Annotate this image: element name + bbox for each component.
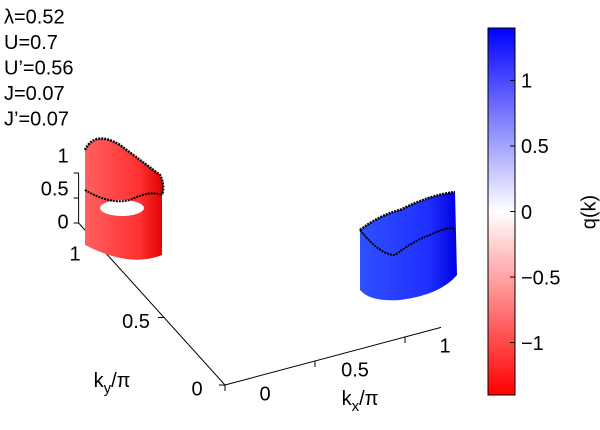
y-tick-label: 0 xyxy=(191,378,202,400)
y-axis-label-tail: /π xyxy=(111,370,130,392)
annotation: U’=0.56 xyxy=(4,57,74,79)
y-axis-label-sub: y xyxy=(104,380,112,397)
annotation: J=0.07 xyxy=(4,83,65,105)
y-axis-label-base: k xyxy=(94,370,105,392)
y-tick-label: 0.5 xyxy=(122,311,150,333)
red-surface xyxy=(83,137,165,260)
colorbar-tick-label: 0 xyxy=(521,202,532,224)
x-axis-label-base: k xyxy=(342,388,353,410)
y-axis-label: ky/π xyxy=(94,370,131,397)
annotations: λ=0.52 U=0.7 U’=0.56 J=0.07 J’=0.07 xyxy=(4,6,74,130)
x-axis-label-tail: /π xyxy=(359,388,378,410)
colorbar-tick-label: 1 xyxy=(521,71,532,93)
x-tick-label: 0 xyxy=(259,383,270,405)
annotation: U=0.7 xyxy=(4,32,58,54)
y-tick-label: 1 xyxy=(69,243,80,265)
x-tick-label: 1 xyxy=(439,335,450,357)
annotation: λ=0.52 xyxy=(4,6,65,28)
x-tick-label: 0.5 xyxy=(341,359,369,381)
x-axis xyxy=(224,326,442,386)
z-tick-label: 0.5 xyxy=(41,178,69,200)
annotation: J’=0.07 xyxy=(4,108,69,130)
x-axis-label-sub: x xyxy=(352,398,360,415)
colorbar-tick-label: 0.5 xyxy=(521,136,549,158)
z-tick-label: 0 xyxy=(57,211,68,233)
colorbar-tick-label: −1 xyxy=(521,333,544,355)
blue-surface xyxy=(359,190,457,301)
z-tick-label: 1 xyxy=(57,145,68,167)
x-axis-label: kx/π xyxy=(342,388,379,415)
colorbar-label: q(k) xyxy=(578,195,600,229)
colorbar-tick-label: −0.5 xyxy=(521,267,560,289)
